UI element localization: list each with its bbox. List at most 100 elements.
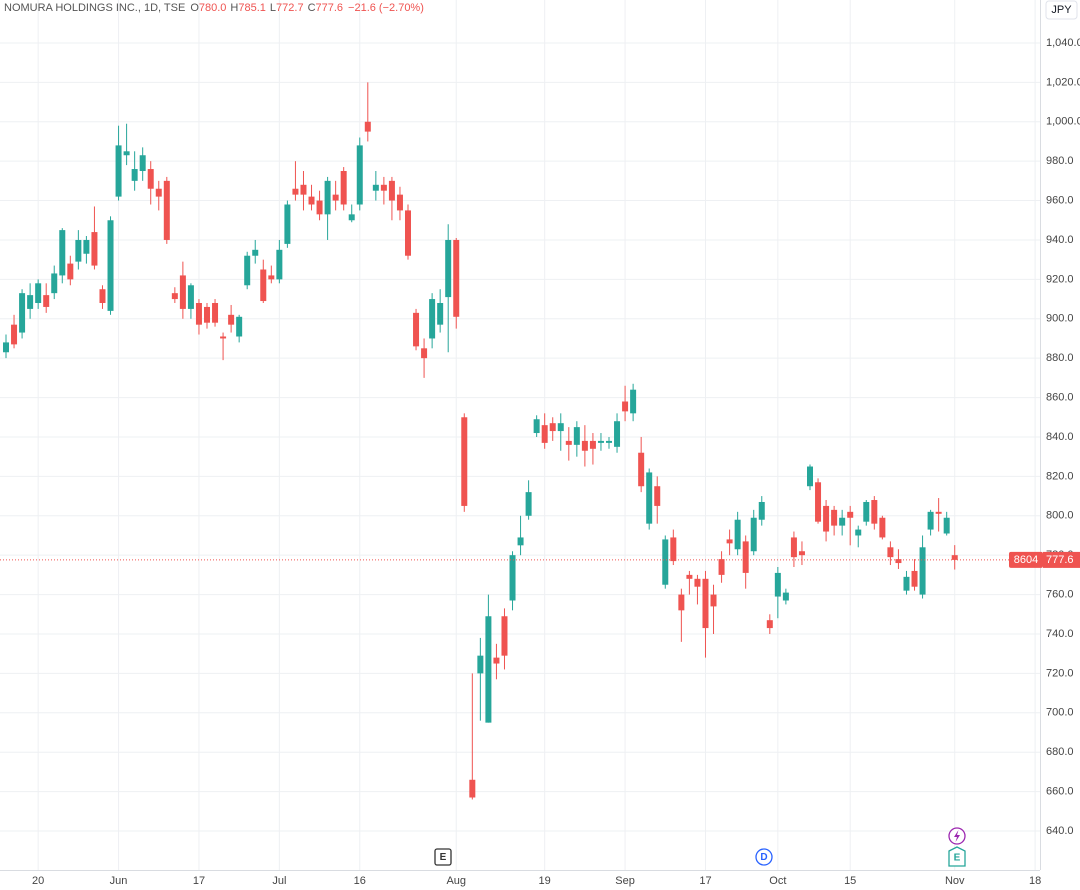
candle-body [565, 440, 572, 445]
candle-body [485, 616, 492, 723]
candle-body [413, 312, 420, 347]
candle-body [469, 779, 476, 798]
candle-body [348, 214, 355, 221]
y-tick-label: 800.0 [1046, 510, 1074, 522]
x-tick-label: 17 [193, 875, 205, 887]
y-tick-label: 680.0 [1046, 746, 1074, 758]
candle-body [445, 239, 452, 298]
symbol-code: 8604 [1014, 554, 1038, 566]
ohlc-value: 785.1 [238, 2, 266, 14]
candle-body [27, 295, 34, 309]
candle-body [268, 275, 275, 280]
candle-body [557, 423, 564, 432]
candle-body [83, 239, 90, 254]
candle-body [903, 576, 910, 591]
candle-body [429, 299, 436, 339]
chart-title: NOMURA HOLDINGS INC., 1D, TSE [4, 2, 185, 14]
candle-body [453, 239, 460, 317]
x-tick-label: Aug [446, 875, 466, 887]
y-tick-label: 920.0 [1046, 273, 1074, 285]
x-tick-label: Nov [945, 875, 965, 887]
candle-body [147, 169, 154, 189]
candle-body [308, 196, 315, 205]
candle-body [276, 249, 283, 280]
y-tick-label: 980.0 [1046, 155, 1074, 167]
candle-body [139, 155, 146, 172]
candle-body [396, 194, 403, 211]
earnings-label[interactable]: E [954, 853, 961, 864]
ohlc-key: C [308, 2, 316, 14]
candle-body [718, 559, 725, 575]
candle-body [919, 547, 926, 595]
candle-body [179, 275, 186, 309]
axes: 640.0660.0680.0700.0720.0740.0760.0780.0… [32, 37, 1080, 887]
y-tick-label: 820.0 [1046, 470, 1074, 482]
candle-body [99, 289, 106, 304]
candle-body [340, 171, 347, 205]
candle-body [43, 295, 50, 307]
candle-body [839, 517, 846, 526]
candle-body [195, 303, 202, 325]
candle-body [774, 572, 781, 597]
dividend-marker[interactable] [755, 848, 773, 866]
candle-body [3, 342, 9, 353]
candle-body [51, 273, 58, 294]
candle-body [702, 578, 709, 629]
candle-body [332, 194, 339, 201]
earnings-label[interactable]: E [440, 852, 447, 863]
y-tick-label: 1,020.0 [1046, 76, 1080, 88]
candle-body [734, 519, 741, 550]
candle-body [855, 529, 862, 536]
candle-body [662, 539, 669, 585]
y-tick-label: 940.0 [1046, 234, 1074, 246]
candle-body [863, 501, 870, 522]
ohlc-key: H [230, 2, 238, 14]
ohlc-value: 780.0 [199, 2, 227, 14]
candle-body [115, 145, 122, 197]
candle-body [935, 511, 942, 514]
candle-body [879, 517, 886, 538]
candle-body [123, 151, 130, 156]
candle-body [807, 466, 813, 487]
ohlc-value: 772.7 [276, 2, 304, 14]
candle-body [220, 336, 227, 339]
y-tick-label: 640.0 [1046, 825, 1074, 837]
candle-body [766, 620, 773, 629]
earnings-marker[interactable] [434, 848, 452, 866]
candle-body [622, 401, 629, 412]
ohlc-key: O [190, 2, 199, 14]
candle-body [589, 440, 596, 449]
x-tick-label: Sep [615, 875, 635, 887]
chart-header: NOMURA HOLDINGS INC., 1D, TSE O780.0 H785.… [4, 2, 424, 14]
earnings-marker[interactable] [948, 846, 966, 867]
candle-body [356, 145, 363, 205]
candle-body [461, 417, 468, 506]
y-tick-label: 740.0 [1046, 628, 1074, 640]
candle-body [75, 239, 82, 262]
x-tick-label: Jun [110, 875, 128, 887]
candle-body [163, 180, 170, 240]
currency[interactable]: JPY [1051, 4, 1072, 16]
candle-body [11, 324, 18, 345]
y-tick-label: 860.0 [1046, 391, 1074, 403]
candle-body [606, 440, 612, 443]
y-tick-label: 840.0 [1046, 431, 1074, 443]
y-tick-label: 880.0 [1046, 352, 1074, 364]
candle-body [525, 492, 532, 516]
candle-body [911, 570, 918, 587]
dividend-label[interactable]: D [760, 852, 767, 863]
candle-body [670, 537, 677, 562]
candle-body [292, 188, 299, 195]
candle-body [517, 537, 524, 546]
x-tick-label: 18 [1029, 875, 1041, 887]
candle-body [646, 472, 653, 524]
currency-box[interactable] [1045, 0, 1078, 20]
candle-body [630, 389, 637, 414]
candle-body [790, 537, 797, 558]
candle-body [19, 293, 26, 333]
candle-body [638, 452, 645, 487]
candle-body [815, 482, 822, 522]
candle-body [252, 249, 259, 256]
